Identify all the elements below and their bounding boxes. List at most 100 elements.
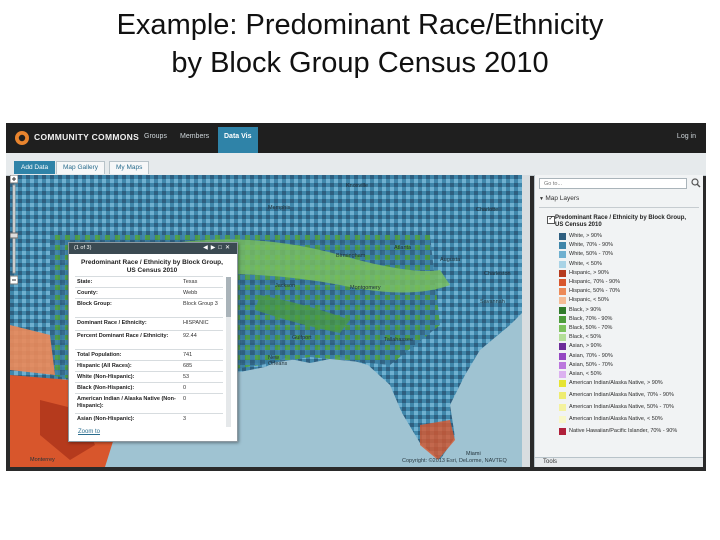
login-link[interactable]: Log in — [676, 133, 696, 140]
next-icon[interactable]: ▶ — [210, 245, 219, 251]
legend-swatch — [559, 352, 566, 360]
map-label-knoxville: Knoxville — [346, 183, 369, 189]
attribute-key: State: — [77, 279, 93, 285]
tab-add-data[interactable]: Add Data — [14, 161, 56, 174]
popup-attribute-row: Black (Non-Hispanic): 0 — [75, 382, 223, 394]
slide-title: Example: Predominant Race/Ethnicity by B… — [0, 6, 720, 82]
brand-name[interactable]: COMMUNITY COMMONS — [34, 132, 140, 142]
attribute-value: 0 — [183, 385, 187, 391]
legend-label: Asian, < 50% — [569, 371, 602, 377]
legend-swatch — [559, 371, 566, 378]
legend-label: Hispanic, > 90% — [569, 269, 609, 276]
tab-map-gallery[interactable]: Map Gallery — [56, 161, 106, 174]
popup-attribute-row: American Indian / Alaska Native (Non-His… — [75, 393, 223, 414]
attribute-key: American Indian / Alaska Native (Non-His… — [77, 396, 176, 409]
legend-label: Black, > 90% — [569, 306, 602, 313]
attribute-key: Block Group: — [77, 301, 112, 307]
layer-visibility-checkbox[interactable]: ✓ — [547, 216, 555, 224]
popup-scroll-thumb[interactable] — [226, 277, 231, 317]
nav-data-vis[interactable]: Data Vis — [218, 127, 258, 153]
community-commons-logo-icon — [15, 131, 29, 145]
legend-label: White, 50% - 70% — [569, 251, 614, 258]
map-scrollbar[interactable] — [522, 175, 530, 467]
attribute-key: Total Population: — [77, 352, 122, 358]
legend-label: Asian, 70% - 90% — [569, 352, 613, 359]
popup-attribute-row: White (Non-Hispanic): 53 — [75, 371, 223, 383]
slide-title-line2: by Block Group Census 2010 — [171, 47, 549, 79]
zoom-slider[interactable] — [10, 175, 18, 285]
feature-info-popup[interactable]: (1 of 3) ◀▶□✕ Predominant Race / Ethnici… — [68, 242, 238, 442]
map-label-birmingham: Birmingham — [336, 253, 366, 259]
legend-label: White, 70% - 90% — [569, 242, 614, 249]
legend-label: American Indian/Alaska Native, < 50% — [569, 416, 663, 423]
legend-label: White, < 50% — [569, 260, 602, 267]
legend-label: Hispanic, 50% - 70% — [569, 288, 621, 295]
legend-swatch — [559, 251, 566, 259]
map-canvas[interactable]: Memphis Knoxville Charlotte Birmingham A… — [10, 175, 530, 467]
legend-swatch — [559, 361, 566, 369]
legend-label: Native Hawaiian/Pacific Islander, 70% - … — [569, 428, 678, 435]
legend-label: Black, < 50% — [569, 334, 602, 341]
legend-swatch — [559, 325, 566, 332]
slide-title-line1: Example: Predominant Race/Ethnicity — [116, 9, 604, 41]
attribute-key: County: — [77, 290, 98, 296]
attribute-value: Block Group 3 — [183, 301, 218, 307]
popup-controls[interactable]: ◀▶□✕ — [203, 244, 233, 251]
legend-swatch — [559, 242, 566, 250]
popup-attribute-row: State: Texas — [75, 276, 223, 288]
legend-label: Asian, > 90% — [569, 343, 602, 350]
map-label-jackson: Jackson — [275, 283, 296, 289]
nav-members[interactable]: Members — [180, 133, 210, 140]
map-copyright: Copyright: ©2013 Esri, DeLorme, NAVTEQ — [402, 458, 507, 464]
attribute-value: 685 — [183, 363, 193, 369]
legend-label: American Indian/Alaska Native, 70% - 90% — [569, 392, 674, 399]
goto-search-input[interactable]: Go to... — [539, 178, 687, 189]
legend-label: White, > 90% — [569, 233, 602, 239]
map-label-miami: Miami — [466, 451, 481, 457]
map-layers-title: Map Layers — [545, 195, 580, 202]
map-layers-header[interactable]: ▼ Map Layers — [539, 195, 699, 208]
nav-groups[interactable]: Groups — [144, 133, 167, 140]
map-label-gulfport: Gulfport — [292, 335, 312, 341]
layer-name: Predominant Race / Ethnicity by Block Gr… — [555, 215, 687, 228]
popup-attribute-row: Hispanic (All Races): 685 — [75, 360, 223, 372]
map-layers-sidebar: Go to... ▼ Map Layers ✓ Predominant Race… — [534, 175, 703, 467]
popup-scrollbar[interactable] — [226, 277, 231, 427]
attribute-key: White (Non-Hispanic): — [77, 374, 135, 380]
attribute-value: 3 — [183, 416, 187, 422]
previous-icon[interactable]: ◀ — [203, 245, 211, 251]
legend-label: Hispanic, < 50% — [569, 297, 609, 304]
tools-panel-header[interactable]: Tools — [535, 457, 703, 467]
attribute-value: Webb — [183, 290, 198, 296]
search-icon[interactable] — [691, 178, 701, 188]
map-label-charleston: Charleston — [484, 271, 511, 277]
collapse-icon[interactable]: ▼ — [539, 196, 546, 202]
legend-swatch — [559, 416, 566, 424]
legend-swatch — [559, 428, 566, 436]
tab-my-maps[interactable]: My Maps — [109, 161, 150, 174]
black-majority-patch — [255, 295, 350, 333]
attribute-value: 53 — [183, 374, 190, 380]
popup-attribute-row: Asian (Non-Hispanic): 3 — [75, 413, 223, 428]
popup-result-count: (1 of 3) — [74, 245, 92, 251]
legend-label: Black, 70% - 90% — [569, 315, 613, 322]
map-label-savannah: Savannah — [480, 299, 505, 305]
close-icon[interactable]: ✕ — [224, 245, 233, 251]
map-label-monterrey: Monterrey — [30, 457, 55, 463]
maximize-icon[interactable]: □ — [218, 245, 225, 251]
attribute-value: 92.44 — [183, 333, 197, 339]
attribute-key: Dominant Race / Ethnicity: — [77, 320, 147, 326]
legend-swatch — [559, 392, 566, 400]
legend-swatch — [559, 279, 566, 286]
attribute-key: Hispanic (All Races): — [77, 363, 132, 369]
attribute-key: Black (Non-Hispanic): — [77, 385, 135, 391]
legend-label: American Indian/Alaska Native, 50% - 70% — [569, 404, 674, 411]
attribute-value: 741 — [183, 352, 193, 358]
zoom-to-link[interactable]: Zoom to — [78, 429, 101, 435]
popup-attribute-row: Block Group: Block Group 3 — [75, 298, 223, 318]
map-label-augusta: Augusta — [440, 257, 461, 263]
popup-attribute-row: County: Webb — [75, 287, 223, 299]
legend-label: Black, 50% - 70% — [569, 325, 613, 331]
top-navigation-bar: COMMUNITY COMMONS Groups Members Data Vi… — [6, 123, 706, 153]
legend-swatch — [559, 260, 566, 268]
